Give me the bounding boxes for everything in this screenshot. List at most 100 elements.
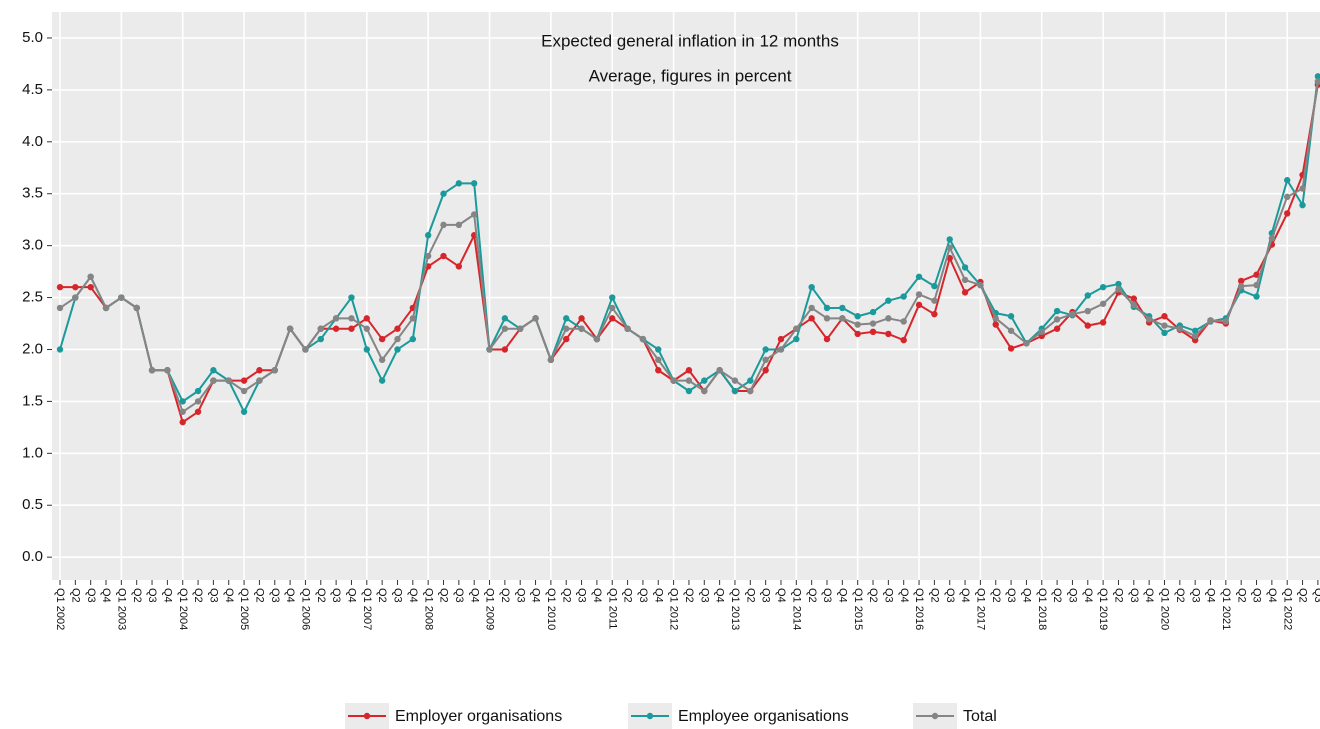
- data-point: [716, 367, 723, 374]
- data-point: [501, 346, 509, 353]
- data-point: [133, 304, 140, 312]
- data-point: [624, 325, 631, 332]
- x-tick-label: Q3: [760, 588, 772, 603]
- data-point: [72, 283, 79, 291]
- x-tick-label: Q4: [468, 588, 480, 603]
- x-tick-label: Q4: [836, 588, 848, 603]
- x-tick-label: Q2: [1174, 588, 1186, 603]
- data-point: [194, 387, 202, 395]
- data-point: [378, 377, 386, 384]
- data-point: [1115, 280, 1122, 288]
- data-point: [256, 377, 263, 384]
- x-tick-label: Q2: [1297, 588, 1309, 603]
- data-point: [317, 335, 324, 343]
- data-point: [977, 281, 984, 289]
- data-point: [609, 294, 616, 301]
- data-point: [931, 297, 938, 304]
- data-point: [332, 315, 340, 322]
- data-point: [992, 315, 999, 322]
- data-point: [210, 367, 217, 374]
- x-tick-label: Q1 2006: [300, 588, 312, 630]
- data-point: [655, 356, 662, 364]
- x-tick-label: Q1 2004: [177, 588, 189, 630]
- grid: [52, 12, 1320, 580]
- data-point: [1084, 322, 1091, 329]
- data-point: [854, 313, 861, 320]
- y-tick-label: 2.5: [22, 289, 43, 306]
- y-tick-label: 1.5: [22, 392, 43, 409]
- data-point: [455, 263, 463, 270]
- data-point: [609, 304, 616, 312]
- x-tick-label: Q2: [1051, 588, 1063, 603]
- data-point: [885, 315, 892, 322]
- data-point: [1007, 345, 1015, 352]
- data-point: [378, 335, 386, 343]
- chart-subtitle: Average, figures in percent: [589, 66, 792, 85]
- data-point: [424, 252, 432, 260]
- x-tick-label: Q4: [898, 588, 910, 603]
- data-point: [839, 304, 846, 312]
- data-point: [179, 398, 186, 405]
- data-point: [578, 315, 585, 322]
- data-point: [1299, 185, 1306, 192]
- data-point: [961, 276, 969, 284]
- data-point: [332, 325, 340, 332]
- data-point: [1099, 283, 1107, 291]
- x-tick-label: Q4: [1021, 588, 1033, 603]
- data-point: [271, 367, 278, 374]
- data-point: [164, 367, 171, 374]
- data-point: [808, 304, 815, 312]
- x-tick-label: Q4: [346, 588, 358, 603]
- data-point: [501, 325, 509, 332]
- x-tick-label: Q2: [928, 588, 940, 603]
- data-point: [240, 408, 248, 415]
- data-point: [455, 180, 463, 187]
- data-point: [961, 264, 969, 271]
- data-point: [915, 273, 923, 280]
- data-point: [1222, 318, 1230, 325]
- data-point: [762, 346, 769, 353]
- x-tick-label: Q3: [269, 588, 281, 603]
- data-point: [1084, 292, 1091, 299]
- data-point: [470, 180, 478, 187]
- data-point: [1299, 201, 1306, 209]
- data-point: [1053, 307, 1061, 315]
- data-point: [747, 377, 754, 384]
- x-tick-label: Q3: [944, 588, 956, 603]
- data-point: [1099, 300, 1107, 307]
- data-point: [854, 330, 861, 338]
- data-point: [72, 294, 79, 301]
- data-point: [670, 377, 677, 384]
- x-tick-label: Q1 2003: [115, 588, 127, 630]
- x-tick-label: Q4: [714, 588, 726, 603]
- x-tick-label: Q2: [315, 588, 327, 603]
- x-tick-label: Q3: [330, 588, 342, 603]
- x-tick-label: Q2: [744, 588, 756, 603]
- x-tick-label: Q2: [990, 588, 1002, 603]
- x-tick-label: Q1 2012: [668, 588, 680, 630]
- x-tick-label: Q1 2018: [1036, 588, 1048, 630]
- data-point: [685, 367, 693, 374]
- x-tick-label: Q4: [652, 588, 664, 603]
- x-tick-label: Q1 2017: [974, 588, 986, 630]
- x-tick-label: Q4: [284, 588, 296, 603]
- data-point: [563, 335, 570, 343]
- x-tick-label: Q1 2009: [484, 588, 496, 630]
- data-point: [808, 283, 815, 291]
- data-point: [992, 321, 999, 328]
- data-point: [1099, 319, 1107, 326]
- x-tick-label: Q2: [1235, 588, 1247, 603]
- data-point: [1023, 340, 1030, 347]
- data-point: [532, 315, 539, 322]
- x-tick-label: Q3: [392, 588, 404, 603]
- data-point: [777, 335, 785, 343]
- y-tick-label: 5.0: [22, 29, 43, 46]
- y-tick-label: 4.0: [22, 133, 43, 150]
- data-point: [409, 335, 417, 343]
- data-point: [56, 346, 64, 353]
- y-tick-label: 0.5: [22, 496, 43, 513]
- x-tick-label: Q3: [1312, 588, 1320, 603]
- x-tick-label: Q2: [69, 588, 81, 603]
- data-point: [240, 387, 248, 395]
- data-point: [593, 335, 601, 343]
